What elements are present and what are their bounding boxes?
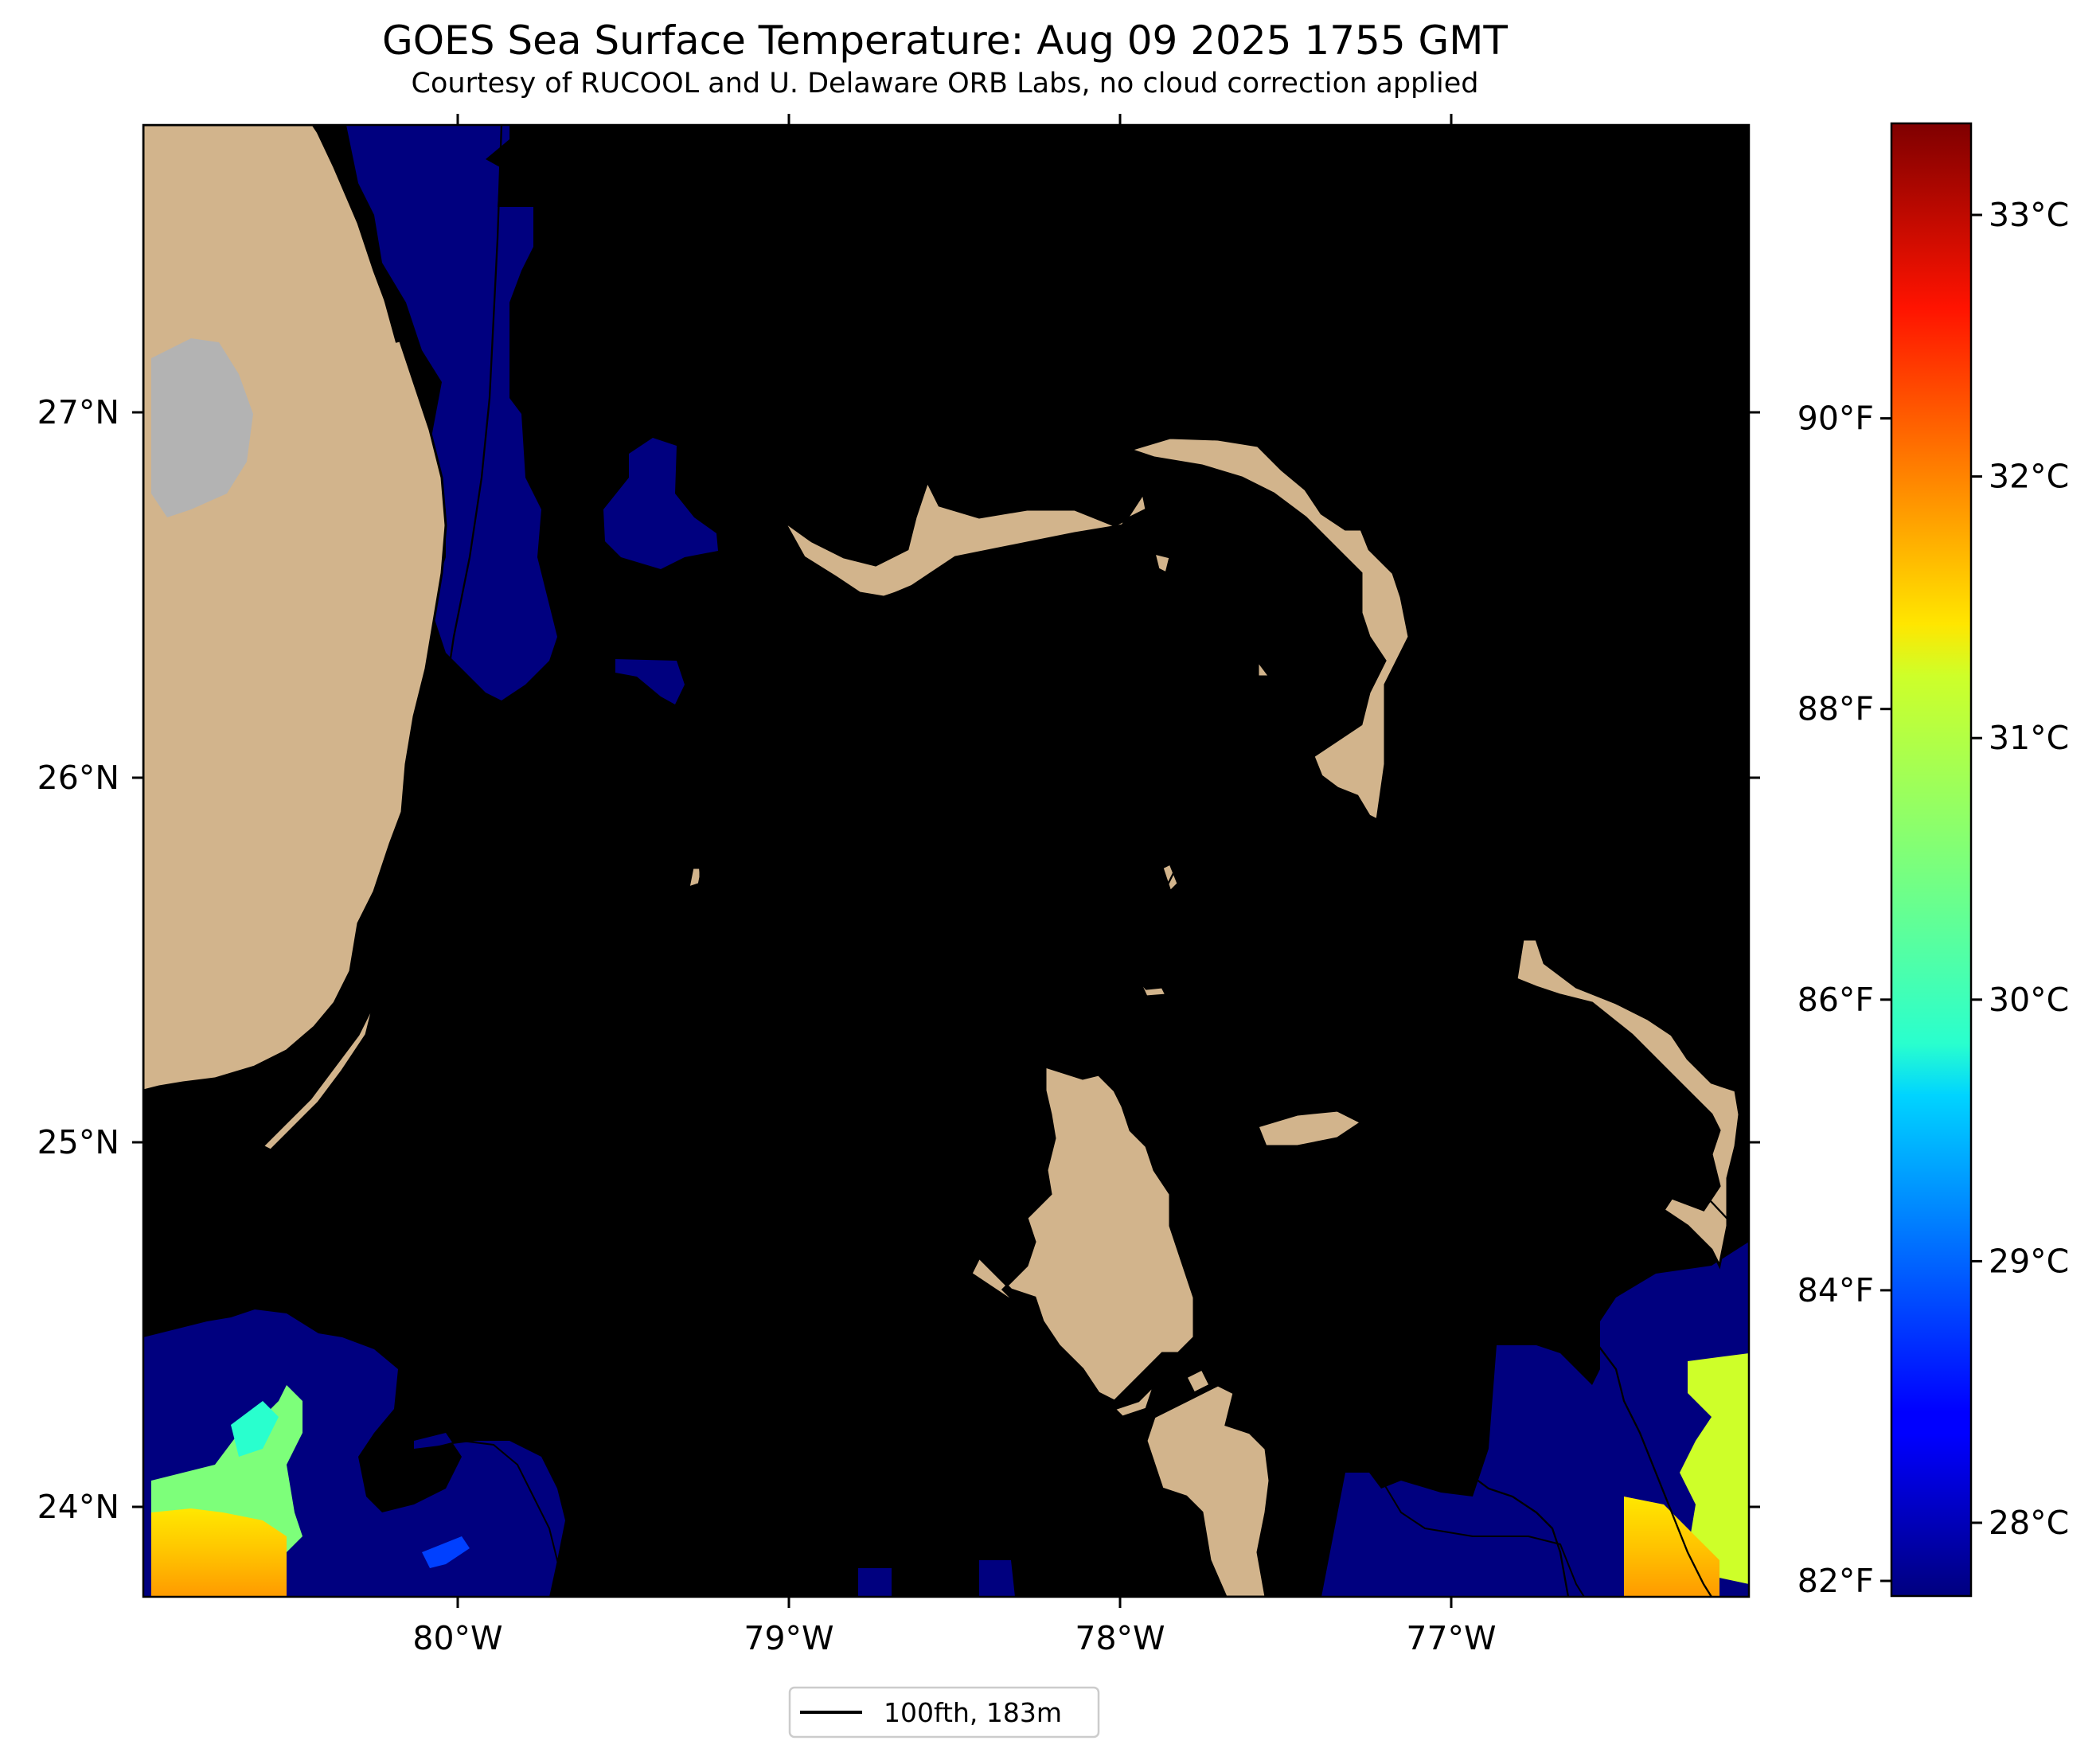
florida-shelf-contour xyxy=(143,125,503,1291)
island-contour-c xyxy=(1137,850,1176,892)
colorbar-celsius-label: 31°C xyxy=(1989,719,2069,757)
bahamas-islands xyxy=(687,436,1741,1597)
lon-label-79w: 79°W xyxy=(744,1619,833,1657)
island-contour-a xyxy=(1435,1113,1470,1164)
isobath-contours xyxy=(143,125,1749,1597)
colorbar-fahrenheit-ticks: 90°F 88°F 86°F 84°F 82°F xyxy=(1797,400,1891,1600)
colorbar-celsius-label: 29°C xyxy=(1989,1242,2069,1280)
warm-patch-small-blue xyxy=(422,1536,470,1568)
warm-patch-se-yellow xyxy=(1624,1497,1719,1597)
cold-patch-south-b xyxy=(979,1560,1015,1597)
colorbar: 33°C 32°C 31°C 30°C 29°C 28°C 90°F 88°F 86°F 84°… xyxy=(1797,122,2069,1600)
great-bahama-bank-contour-west xyxy=(683,795,790,1597)
colorbar-celsius-label: 33°C xyxy=(1989,196,2069,234)
andros-island xyxy=(970,1064,1196,1403)
colorbar-fahrenheit-label: 82°F xyxy=(1797,1562,1874,1600)
map-frame xyxy=(142,123,1751,1598)
florida-keys xyxy=(143,1002,376,1220)
great-abaco xyxy=(1126,436,1411,822)
eleuthera xyxy=(1515,938,1741,1270)
barrier-island-coast xyxy=(312,125,400,343)
tongue-of-ocean-contour xyxy=(1265,927,1498,1116)
map-panel: 80°W 79°W 78°W 77°W 27°N 26°N 25°N 24°N xyxy=(37,114,1760,1657)
colorbar-fahrenheit-label: 88°F xyxy=(1797,690,1874,728)
warm-patch-se-green xyxy=(1680,1353,1749,1584)
lat-label-24n: 24°N xyxy=(37,1488,119,1526)
middle-keys xyxy=(201,1153,260,1200)
cold-patch-small xyxy=(615,659,685,704)
map-content xyxy=(143,125,1749,1597)
colorbar-celsius-label: 32°C xyxy=(1989,458,2069,496)
little-bahama-bank-contour xyxy=(723,253,1482,850)
cay-sal-contour xyxy=(397,1439,566,1597)
colorbar-fahrenheit-label: 84°F xyxy=(1797,1271,1874,1309)
chart-subtitle: Courtesy of RUCOOL and U. Delaware ORB L… xyxy=(412,68,1479,100)
new-providence xyxy=(1255,1109,1364,1148)
tongue-of-ocean-contour-south xyxy=(1264,1145,1570,1597)
abaco-cay-b xyxy=(1256,657,1272,678)
longitude-ticks xyxy=(456,114,1453,1608)
colorbar-fahrenheit-label: 90°F xyxy=(1797,400,1874,438)
lat-label-26n: 26°N xyxy=(37,759,119,797)
legend: 100fth, 183m xyxy=(788,1686,1100,1739)
andros-south-b xyxy=(1184,1367,1212,1395)
contour-edge xyxy=(143,1276,200,1291)
abaco-cay-a xyxy=(1152,551,1172,576)
lon-label-80w: 80°W xyxy=(412,1619,502,1657)
cold-patch-south-a xyxy=(858,1568,892,1597)
lon-label-77w: 77°W xyxy=(1406,1619,1496,1657)
berry-islands xyxy=(1137,978,1169,998)
colorbar-celsius-label: 28°C xyxy=(1989,1504,2069,1542)
south-andros xyxy=(1145,1383,1271,1597)
colorbar-gradient xyxy=(1890,122,1973,1598)
lower-keys xyxy=(143,1196,201,1220)
legend-box xyxy=(788,1686,1100,1739)
warm-patch-sw-cyan xyxy=(231,1401,279,1457)
andros-south-a xyxy=(1112,1383,1156,1419)
colorbar-fahrenheit-label: 86°F xyxy=(1797,981,1874,1019)
colorbar-celsius-label: 30°C xyxy=(1989,981,2069,1019)
island-contour-b xyxy=(1395,1161,1423,1196)
great-bahama-bank-contour-east xyxy=(683,727,1307,1597)
colorbar-celsius-ticks: 33°C 32°C 31°C 30°C 29°C 28°C xyxy=(1971,196,2069,1542)
upper-keys xyxy=(260,1002,376,1152)
lon-label-78w: 78°W xyxy=(1075,1619,1165,1657)
warm-patch-sw-yellow xyxy=(151,1508,287,1597)
lake-okeechobee xyxy=(151,338,253,517)
exuma-shelf-contour xyxy=(1376,1472,1585,1597)
chart-title: GOES Sea Surface Temperature: Aug 09 202… xyxy=(382,18,1508,64)
warm-sst-patches xyxy=(151,1353,1749,1597)
legend-label: 100fth, 183m xyxy=(884,1697,1062,1728)
cold-patch-north xyxy=(346,125,557,700)
berry-bank-contour xyxy=(1153,854,1212,897)
exuma-sound-contour xyxy=(1448,914,1749,1597)
bimini-b xyxy=(687,866,702,890)
latitude-ticks xyxy=(132,411,1760,1508)
lat-label-27n: 27°N xyxy=(37,393,119,431)
lat-label-25n: 25°N xyxy=(37,1123,119,1161)
cold-patch-offshore xyxy=(603,438,718,569)
